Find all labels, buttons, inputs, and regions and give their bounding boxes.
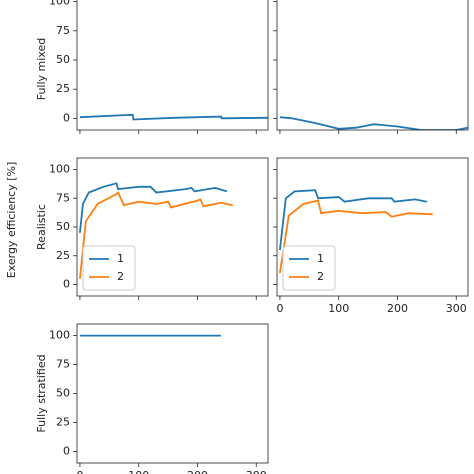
plot-area <box>79 182 233 279</box>
y-tick-label: 50 <box>56 53 70 66</box>
legend-box <box>82 245 136 291</box>
y-tick-label: 75 <box>56 191 70 204</box>
x-tick-label: 100 <box>328 302 349 315</box>
figure-y-label: Exergy efficiency [%] <box>5 162 18 279</box>
y-tick-label: 100 <box>49 329 70 342</box>
y-tick-label: 50 <box>56 220 70 233</box>
legend-label: 1 <box>117 252 124 265</box>
series-line <box>79 182 228 233</box>
y-tick-label: 100 <box>49 0 70 8</box>
y-tick-label: 100 <box>49 163 70 176</box>
axes-frame <box>76 0 269 131</box>
subplot: 0 25 50 75 100 Fully mixed <box>35 0 269 134</box>
x-tick-label: 0 <box>76 469 83 474</box>
subplot <box>273 0 469 134</box>
plot-area <box>279 116 468 130</box>
plot-area <box>279 189 433 274</box>
subplot: 0 25 50 75 100 0 100 200 300 Fully stratified <box>35 323 269 474</box>
plot-area <box>79 113 268 121</box>
series-line <box>279 116 468 130</box>
axes-frame <box>76 157 269 297</box>
y-tick-label: 25 <box>56 82 70 95</box>
legend-label: 2 <box>117 270 124 283</box>
x-tick-label: 0 <box>276 302 283 315</box>
axes-frame <box>276 0 469 131</box>
series-line <box>79 191 233 279</box>
legend: 12 <box>282 245 336 291</box>
x-tick-label: 100 <box>128 469 149 474</box>
axes-frame <box>276 157 469 297</box>
y-tick-label: 75 <box>56 358 70 371</box>
y-tick-label: 75 <box>56 24 70 37</box>
x-tick-label: 300 <box>446 302 467 315</box>
y-tick-label: 25 <box>56 249 70 262</box>
axes-frame <box>76 323 269 464</box>
y-tick-label: 50 <box>56 387 70 400</box>
x-tick-label: 200 <box>387 302 408 315</box>
y-axis-label: Realistic <box>35 204 48 250</box>
x-tick-label: 300 <box>246 469 267 474</box>
legend-box <box>282 245 336 291</box>
legend-label: 2 <box>317 270 324 283</box>
series-line <box>279 189 428 251</box>
y-axis-label: Fully stratified <box>35 354 48 432</box>
y-axis-label: Fully mixed <box>35 38 48 101</box>
y-tick-label: 0 <box>63 278 70 291</box>
series-line <box>79 113 268 121</box>
legend: 12 <box>82 245 136 291</box>
series-line <box>279 199 433 274</box>
y-tick-label: 0 <box>63 444 70 457</box>
legend-label: 1 <box>317 252 324 265</box>
x-tick-label: 200 <box>187 469 208 474</box>
y-tick-label: 25 <box>56 415 70 428</box>
y-tick-label: 0 <box>63 111 70 124</box>
